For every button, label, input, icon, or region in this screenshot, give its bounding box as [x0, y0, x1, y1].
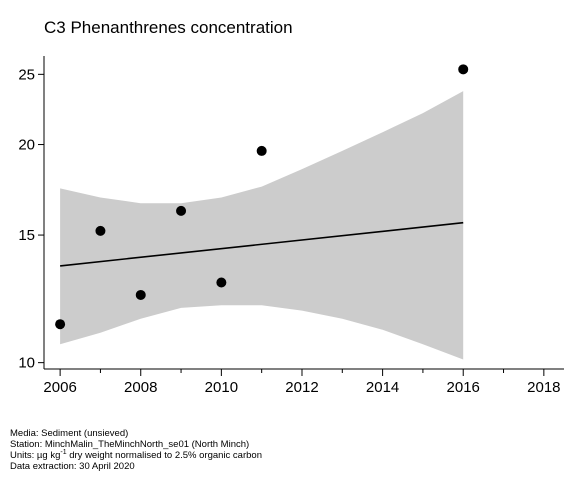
- units-note: Units: µg kg-1 dry weight normalised to …: [10, 449, 262, 461]
- y-tick-label: 20: [18, 137, 35, 154]
- data-point: [55, 319, 66, 330]
- trend-line-layer: [60, 221, 464, 267]
- y-tick-label: 15: [18, 227, 35, 244]
- data-point: [216, 277, 227, 288]
- x-tick-label: 2012: [285, 379, 318, 396]
- station-note: Station: MinchMalin_TheMinchNorth_se01 (…: [10, 439, 250, 450]
- confidence-band-layer: [60, 91, 464, 360]
- data-point: [256, 145, 267, 156]
- x-tick-label: 2010: [205, 379, 238, 396]
- x-tick-label: 2018: [527, 379, 560, 396]
- data-point: [176, 205, 187, 216]
- x-tick-label: 2008: [124, 379, 157, 396]
- x-tick-label: 2016: [447, 379, 480, 396]
- y-tick-label: 25: [18, 66, 35, 83]
- y-tick-label: 10: [18, 355, 35, 372]
- axes-layer: 10 15 20 25 2006 2008 2010 2012 2014 2016 2018: [18, 56, 564, 396]
- x-tick-label: 2014: [366, 379, 399, 396]
- data-point: [95, 225, 106, 236]
- units-suffix: dry weight normalised to 2.5% organic ca…: [66, 450, 262, 461]
- confidence-band: [60, 91, 464, 360]
- units-prefix: Units: µg kg: [10, 450, 61, 461]
- chart-footer: Media: Sediment (unsieved) Station: Minc…: [10, 428, 262, 472]
- data-point: [458, 64, 469, 75]
- chart-title: C3 Phenanthrenes concentration: [44, 18, 293, 37]
- trend-line: [60, 221, 464, 267]
- units-superscript: -1: [60, 449, 67, 456]
- extraction-note: Data extraction: 30 April 2020: [10, 461, 135, 472]
- data-point: [135, 289, 146, 300]
- data-points-layer: [55, 64, 469, 330]
- x-tick-label: 2006: [43, 379, 76, 396]
- media-note: Media: Sediment (unsieved): [10, 428, 129, 439]
